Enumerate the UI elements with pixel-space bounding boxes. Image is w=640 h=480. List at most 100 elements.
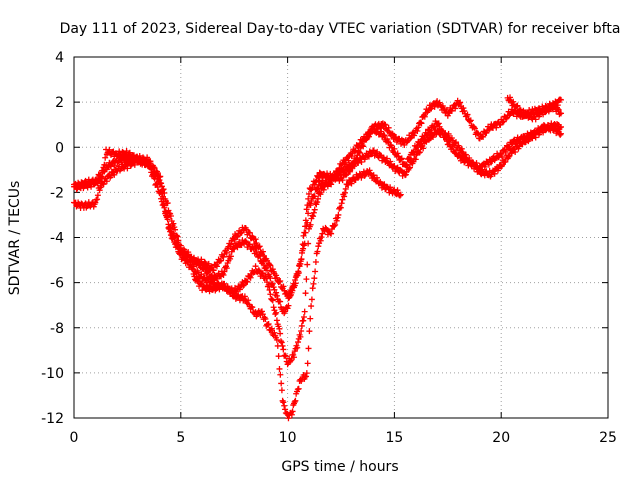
data-point — [103, 178, 110, 185]
data-point — [305, 195, 312, 202]
data-point — [337, 204, 344, 211]
data-point — [407, 164, 414, 171]
data-point — [301, 308, 308, 315]
data-point — [307, 315, 314, 322]
data-point — [338, 200, 345, 207]
data-point — [314, 195, 321, 202]
data-point — [158, 195, 165, 202]
data-point — [406, 165, 413, 172]
data-point — [136, 155, 143, 162]
data-point — [308, 296, 315, 303]
chart-title: Day 111 of 2023, Sidereal Day-to-day VTE… — [60, 21, 621, 37]
data-point — [305, 240, 312, 247]
data-point — [289, 287, 296, 294]
data-point — [391, 186, 398, 193]
data-point — [395, 153, 402, 160]
data-point — [292, 397, 299, 404]
data-point — [223, 265, 230, 272]
data-point — [228, 288, 235, 295]
data-point — [249, 304, 256, 311]
data-point — [302, 217, 309, 224]
data-point — [516, 106, 523, 113]
data-point — [297, 333, 304, 340]
data-point — [493, 124, 500, 131]
data-point — [458, 145, 465, 152]
y-tick-label: -4 — [50, 231, 64, 247]
data-point — [412, 156, 419, 163]
data-point — [508, 149, 515, 156]
data-point — [307, 221, 314, 228]
data-point — [389, 131, 396, 138]
data-point — [353, 154, 360, 161]
data-point — [266, 287, 273, 294]
data-point — [485, 161, 492, 168]
data-point — [107, 163, 114, 170]
data-point — [271, 329, 278, 336]
data-point — [305, 345, 312, 352]
data-point — [277, 298, 284, 305]
data-point — [298, 322, 305, 329]
data-point — [310, 209, 317, 216]
data-point — [164, 214, 171, 221]
data-point — [269, 266, 276, 273]
data-point — [259, 311, 266, 318]
data-point — [266, 261, 273, 268]
data-point — [282, 406, 289, 413]
data-point — [367, 130, 374, 137]
data-point — [321, 183, 328, 190]
data-point — [94, 196, 101, 203]
data-point — [211, 277, 218, 284]
data-point — [284, 305, 291, 312]
data-point — [312, 268, 319, 275]
data-point — [303, 373, 310, 380]
data-point — [466, 155, 473, 162]
data-point — [310, 213, 317, 220]
data-point — [288, 411, 295, 418]
data-point — [255, 267, 262, 274]
data-point — [414, 127, 421, 134]
data-point — [151, 175, 158, 182]
data-point — [471, 124, 478, 131]
data-point — [507, 94, 514, 101]
data-point — [358, 174, 365, 181]
data-point — [277, 278, 284, 285]
data-point — [241, 281, 248, 288]
data-point — [348, 180, 355, 187]
data-point — [280, 283, 287, 290]
data-point — [281, 287, 288, 294]
data-point — [297, 261, 304, 268]
data-point — [268, 296, 275, 303]
data-point — [315, 243, 322, 250]
data-point — [216, 286, 223, 293]
data-point — [195, 269, 202, 276]
data-point — [382, 121, 389, 128]
data-point — [278, 387, 285, 394]
data-point — [298, 256, 305, 263]
data-point — [402, 171, 409, 178]
data-point — [345, 182, 352, 189]
data-point — [259, 271, 266, 278]
data-point — [305, 210, 312, 217]
data-point — [302, 290, 309, 297]
data-point — [140, 157, 147, 164]
data-point — [301, 229, 308, 236]
x-tick-label: 10 — [279, 430, 297, 446]
data-point — [532, 116, 539, 123]
data-point — [282, 308, 289, 315]
data-point — [335, 211, 342, 218]
data-point — [365, 153, 372, 160]
data-point — [510, 98, 517, 105]
data-point — [252, 263, 259, 270]
data-point — [157, 179, 164, 186]
data-point — [462, 151, 469, 158]
data-point — [466, 118, 473, 125]
data-point — [304, 261, 311, 268]
data-point — [256, 243, 263, 250]
data-point — [381, 132, 388, 139]
data-point — [294, 344, 301, 351]
data-point — [436, 123, 443, 130]
data-point — [292, 280, 299, 287]
data-point — [420, 145, 427, 152]
data-point — [167, 225, 174, 232]
